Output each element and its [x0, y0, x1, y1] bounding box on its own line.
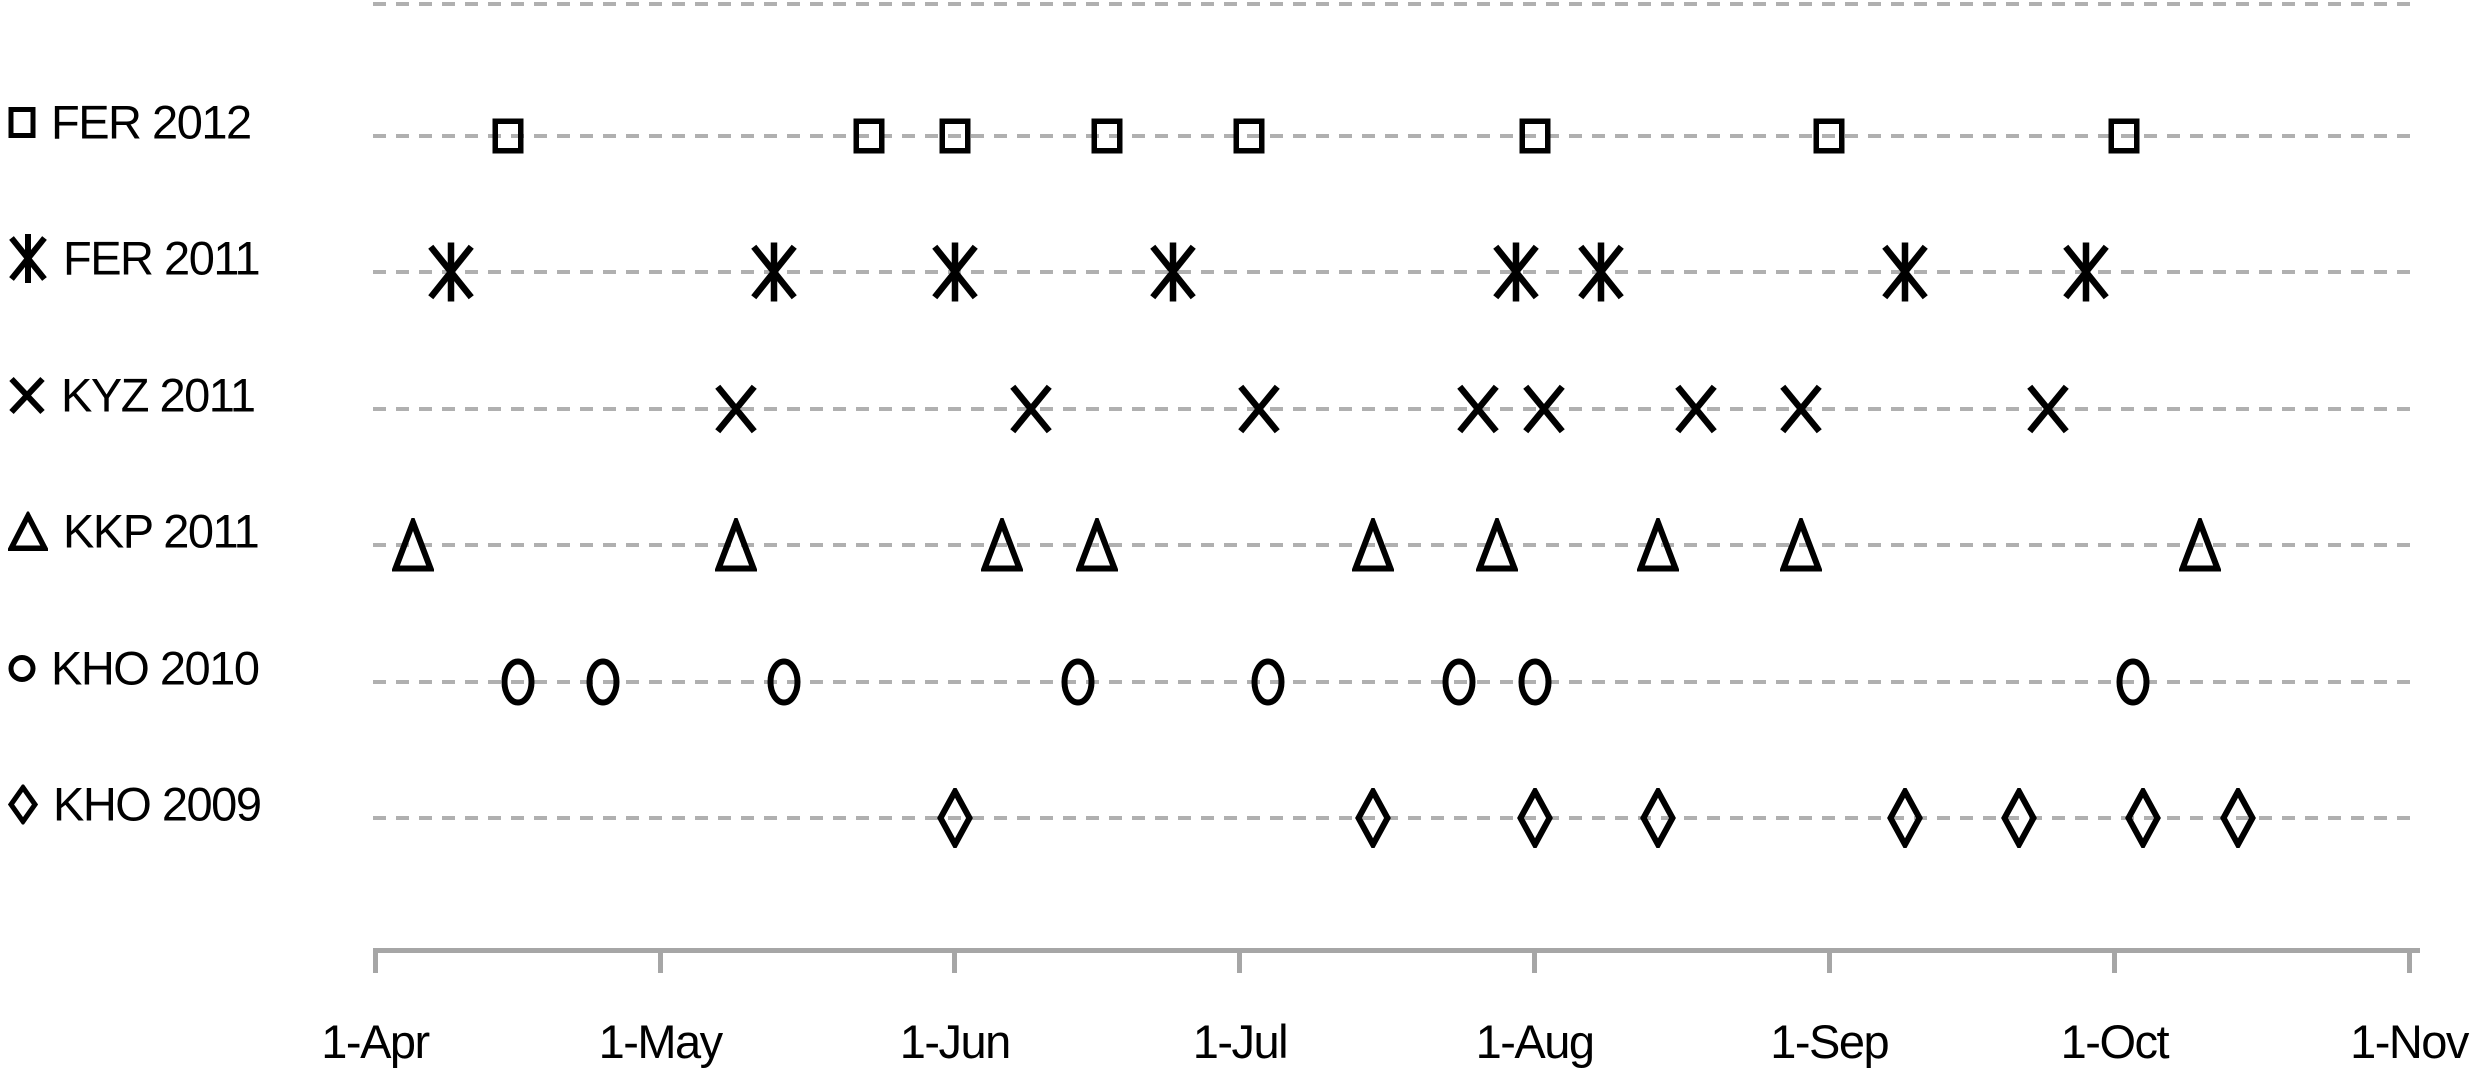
- x-axis-tick: [952, 951, 958, 973]
- series-label: KYZ 2011: [61, 368, 256, 422]
- triangle-data-point: [2178, 518, 2221, 572]
- row-gridline: [373, 134, 2420, 138]
- circle-data-point: [501, 658, 535, 706]
- triangle-data-point: [1351, 518, 1394, 572]
- x-axis-tick-label: 1-Jul: [1192, 1015, 1289, 1068]
- triangle-data-point: [1779, 518, 1822, 572]
- triangle-data-point: [1637, 518, 1680, 572]
- x-axis-tick: [2111, 951, 2117, 973]
- diamond-data-point: [2124, 788, 2161, 848]
- circle-data-point: [1061, 658, 1095, 706]
- circle-data-point: [1251, 658, 1285, 706]
- triangle-data-point: [981, 518, 1024, 572]
- x-axis-tick-label: 1-May: [598, 1015, 724, 1068]
- circle-data-point: [1518, 658, 1552, 706]
- x-data-point: [1674, 383, 1718, 435]
- triangle-data-point: [715, 518, 758, 572]
- circle-data-point: [1442, 658, 1476, 706]
- row-gridline: [373, 680, 2420, 684]
- x-data-point: [1237, 383, 1281, 435]
- series-label: FER 2011: [63, 231, 261, 285]
- x-axis-line: [373, 948, 2420, 953]
- x-axis-tick-label: 1-Apr: [321, 1015, 430, 1068]
- square-data-point: [1519, 118, 1551, 154]
- x-axis-tick: [1826, 951, 1832, 973]
- row-gridline: [373, 407, 2420, 411]
- asterisk-data-point: [1492, 242, 1540, 302]
- diamond-data-point: [2001, 788, 2038, 848]
- diamond-data-point: [1640, 788, 1677, 848]
- asterisk-data-point: [427, 242, 475, 302]
- x-axis-tick: [372, 951, 378, 973]
- x-data-point: [714, 383, 758, 435]
- x-cross-icon: [8, 375, 46, 415]
- square-data-point: [853, 118, 885, 154]
- series-label: KHO 2009: [53, 777, 262, 831]
- x-axis-tick-label: 1-Jun: [899, 1015, 1012, 1068]
- x-axis-tick: [1532, 951, 1538, 973]
- x-data-point: [1779, 383, 1823, 435]
- asterisk-data-point: [1149, 242, 1197, 302]
- circle-data-point: [586, 658, 620, 706]
- series-legend-kkp-2011: KKP 2011: [8, 504, 260, 559]
- asterisk-data-point: [931, 242, 979, 302]
- open-triangle-icon: [8, 511, 48, 551]
- asterisk-star-icon: [8, 233, 48, 283]
- x-axis-tick: [2406, 951, 2412, 973]
- series-legend-kho-2009: KHO 2009: [8, 777, 262, 832]
- series-label: KKP 2011: [63, 504, 260, 558]
- series-legend-kho-2010: KHO 2010: [8, 641, 260, 696]
- square-data-point: [1813, 118, 1845, 154]
- x-axis-tick-label: 1-Nov: [2350, 1015, 2469, 1068]
- asterisk-data-point: [1577, 242, 1625, 302]
- x-axis-tick: [657, 951, 663, 973]
- row-gridline: [373, 270, 2420, 274]
- diamond-data-point: [1355, 788, 1391, 848]
- row-gridline: [373, 816, 2420, 820]
- asterisk-data-point: [750, 242, 798, 302]
- circle-data-point: [767, 658, 801, 706]
- diamond-data-point: [936, 788, 973, 848]
- diamond-data-point: [1516, 788, 1553, 848]
- asterisk-data-point: [1881, 242, 1929, 302]
- square-data-point: [1233, 118, 1265, 154]
- diamond-data-point: [1887, 788, 1924, 848]
- x-data-point: [1456, 383, 1500, 435]
- series-legend-fer-2011: FER 2011: [8, 231, 261, 286]
- x-data-point: [1522, 383, 1566, 435]
- triangle-data-point: [1076, 518, 1119, 572]
- open-square-icon: [8, 106, 36, 138]
- x-axis-tick: [1237, 951, 1243, 973]
- series-label: FER 2012: [51, 95, 252, 149]
- square-data-point: [492, 118, 524, 154]
- x-data-point: [2026, 383, 2070, 435]
- row-gridline: [373, 543, 2420, 547]
- square-data-point: [1091, 118, 1123, 154]
- triangle-data-point: [1475, 518, 1518, 572]
- asterisk-data-point: [2062, 242, 2110, 302]
- x-axis-tick-label: 1-Aug: [1475, 1015, 1595, 1068]
- x-axis-tick-label: 1-Oct: [2060, 1015, 2170, 1068]
- square-data-point: [939, 118, 971, 154]
- series-legend-kyz-2011: KYZ 2011: [8, 368, 256, 423]
- diamond-data-point: [2219, 788, 2256, 848]
- square-data-point: [2108, 118, 2140, 154]
- triangle-data-point: [392, 518, 435, 572]
- top-gridline: [373, 2, 2420, 6]
- x-data-point: [1009, 383, 1053, 435]
- series-label: KHO 2010: [51, 641, 260, 695]
- x-axis-tick-label: 1-Sep: [1770, 1015, 1889, 1068]
- open-diamond-icon: [8, 784, 38, 824]
- circle-data-point: [2116, 658, 2150, 706]
- open-circle-icon: [8, 654, 36, 682]
- series-legend-fer-2012: FER 2012: [8, 95, 252, 150]
